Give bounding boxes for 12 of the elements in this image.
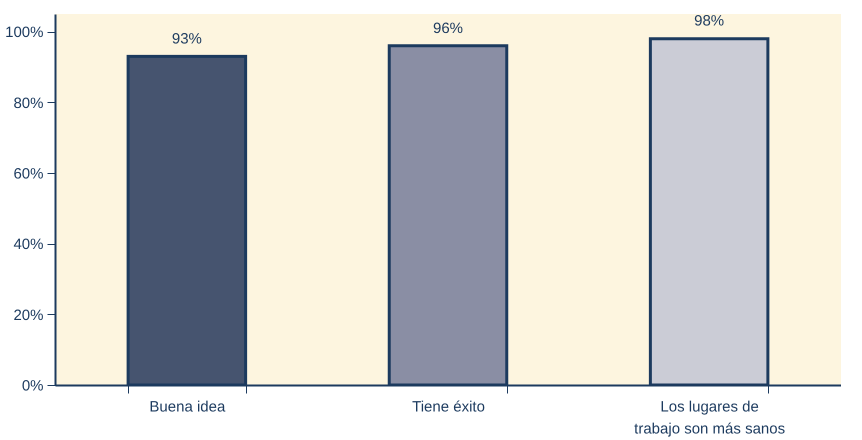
data-label: 98% <box>694 12 724 30</box>
y-tick-label: 40% <box>13 236 44 254</box>
y-tick-label: 100% <box>5 24 44 42</box>
y-tick-label: 0% <box>22 378 44 394</box>
x-tick-label: Tiene éxito <box>412 398 485 416</box>
y-tick-label: 80% <box>13 94 44 112</box>
data-label: 93% <box>172 30 202 48</box>
data-label: 96% <box>432 20 464 37</box>
y-tick-label: 20% <box>13 306 44 324</box>
x-tick-label: Buena idea <box>149 398 226 416</box>
y-tick-label: 60% <box>13 166 44 182</box>
x-tick-label: Los lugares de trabajo son más sanos <box>634 398 786 438</box>
